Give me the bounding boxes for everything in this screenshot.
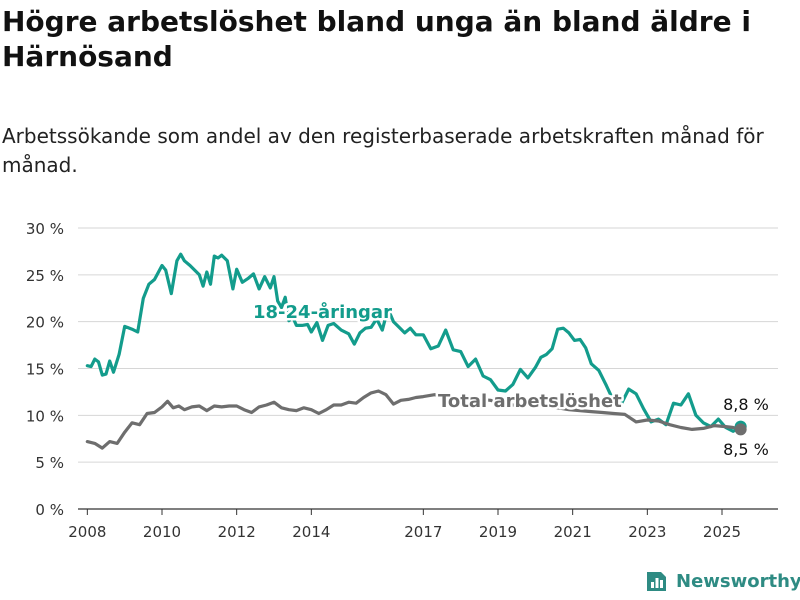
y-tick-label: 30 % (26, 220, 64, 238)
x-tick-label: 2010 (143, 523, 181, 541)
youth-last-value-label: 8,8 % (723, 395, 769, 414)
x-tick-label: 2019 (479, 523, 517, 541)
series-lines (85, 252, 743, 450)
chart-title: Högre arbetslöshet bland unga än bland ä… (2, 5, 751, 73)
axes: 0 % 5 % 10 % 15 % 20 % 25 % 30 % 2008 2010 2012 20… (26, 220, 778, 541)
brand-name: Newsworthy (676, 570, 800, 592)
series-labels: 18-24-åringar Total arbetslöshet 8,8 % 8,5 … (251, 299, 771, 462)
x-tick-label: 2017 (404, 523, 442, 541)
total-series-label: Total arbetslöshet (438, 391, 622, 412)
y-tick-label: 15 % (26, 361, 64, 379)
newsworthy-logo-icon (647, 572, 666, 591)
x-tick-label: 2014 (292, 523, 330, 541)
youth-series-label: 18-24-åringar (253, 301, 392, 323)
y-tick-label: 20 % (26, 314, 64, 332)
total-last-value-label: 8,5 % (723, 440, 769, 459)
youth-unemployment-line (85, 252, 743, 433)
total-unemployment-line (85, 389, 743, 450)
x-tick-label: 2008 (68, 523, 106, 541)
y-tick-label: 5 % (35, 454, 64, 472)
total-end-marker (734, 423, 747, 436)
y-tick-label: 25 % (26, 267, 64, 285)
y-tick-label: 0 % (35, 501, 64, 519)
y-tick-label: 10 % (26, 407, 64, 425)
x-tick-label: 2025 (703, 523, 741, 541)
x-tick-label: 2012 (218, 523, 256, 541)
x-tick-label: 2023 (628, 523, 666, 541)
brand-logo[interactable]: Newsworthy (644, 568, 800, 594)
gridlines (78, 227, 778, 463)
chart-subtitle: Arbetssökande som andel av den registerb… (2, 124, 764, 177)
x-tick-label: 2021 (554, 523, 592, 541)
